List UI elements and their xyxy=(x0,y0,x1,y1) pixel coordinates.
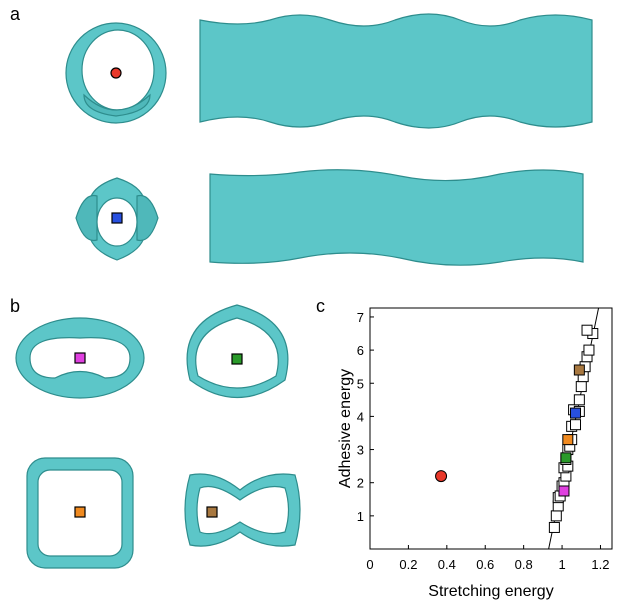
panel-label: a xyxy=(10,4,21,24)
x-tick-label: 0.4 xyxy=(438,557,456,572)
square-point xyxy=(584,345,594,355)
square-point xyxy=(551,511,561,521)
y-axis-label: Adhesive energy xyxy=(337,369,354,488)
panel-label: b xyxy=(10,296,20,316)
x-axis-label: Stretching energy xyxy=(428,583,553,600)
y-tick-label: 3 xyxy=(357,443,364,458)
square-point xyxy=(574,395,584,405)
square-point xyxy=(571,420,581,430)
y-tick-label: 5 xyxy=(357,376,364,391)
x-tick-label: 0 xyxy=(366,557,373,572)
figure: a b c 0 0.2 0.4 0.6 0.8 1 1.2 1 2 3 4 5 6 7 Stretching… xyxy=(0,0,619,602)
y-tick-label: 2 xyxy=(357,476,364,491)
panel-label: c xyxy=(316,296,325,316)
square-point xyxy=(576,382,586,392)
y-tick-label: 6 xyxy=(357,343,364,358)
square-point xyxy=(559,486,569,496)
y-tick-label: 1 xyxy=(357,509,364,524)
circle-point xyxy=(436,471,447,482)
square-point xyxy=(582,325,592,335)
square-point xyxy=(574,365,584,375)
render-a xyxy=(66,14,592,265)
x-tick-label: 1.2 xyxy=(591,557,609,572)
scatter-plot: 0 0.2 0.4 0.6 0.8 1 1.2 1 2 3 4 5 6 7 Stretching energ… xyxy=(337,308,610,600)
x-tick-label: 1 xyxy=(558,557,565,572)
y-tick-label: 7 xyxy=(357,310,364,325)
square-point xyxy=(549,522,559,532)
x-tick-label: 0.8 xyxy=(515,557,533,572)
square-point xyxy=(571,408,581,418)
y-tick-label: 4 xyxy=(357,409,364,424)
square-point xyxy=(563,435,573,445)
square-point xyxy=(561,453,571,463)
x-tick-label: 0.2 xyxy=(399,557,417,572)
x-tick-label: 0.6 xyxy=(476,557,494,572)
render-b xyxy=(16,305,300,568)
